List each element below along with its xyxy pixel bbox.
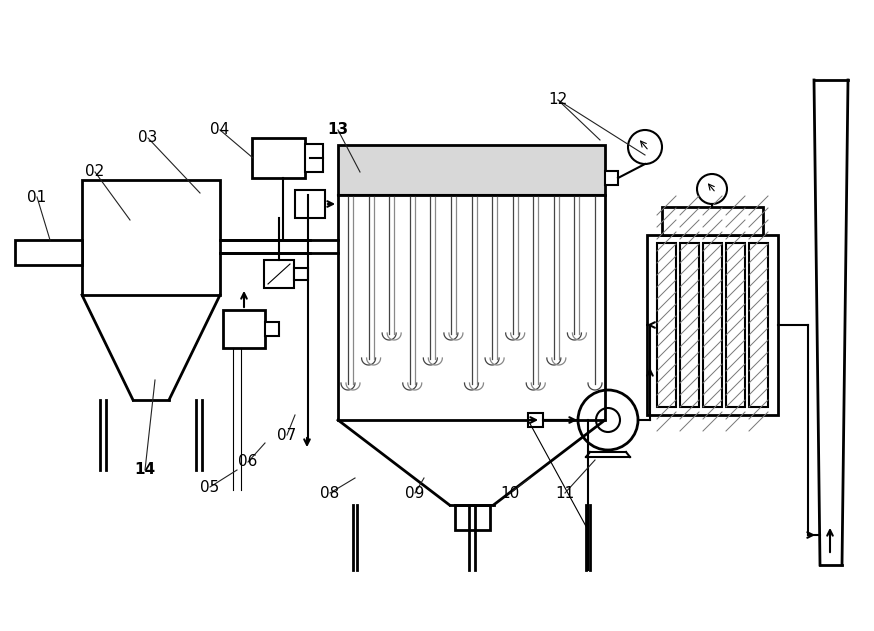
Text: 03: 03 <box>138 131 157 146</box>
Text: 09: 09 <box>406 485 425 500</box>
Text: 06: 06 <box>239 454 258 469</box>
Bar <box>703 243 722 407</box>
Text: 12: 12 <box>548 93 567 107</box>
Bar <box>223 310 265 348</box>
Bar <box>264 260 294 288</box>
Bar <box>338 145 605 195</box>
Text: 11: 11 <box>555 485 574 500</box>
Text: 01: 01 <box>27 189 46 204</box>
Text: 07: 07 <box>277 427 296 442</box>
Text: 13: 13 <box>328 122 349 138</box>
Bar <box>454 505 489 530</box>
Bar <box>15 240 82 265</box>
Bar <box>294 268 308 280</box>
Bar <box>305 144 323 172</box>
Text: 04: 04 <box>211 122 230 138</box>
Bar <box>605 171 618 185</box>
Bar <box>657 243 676 407</box>
Bar <box>252 138 305 178</box>
Text: 14: 14 <box>135 463 156 478</box>
Bar <box>662 207 763 235</box>
Bar <box>265 322 279 336</box>
Bar <box>680 243 699 407</box>
Bar <box>295 190 325 218</box>
Bar <box>647 235 778 415</box>
Text: 05: 05 <box>200 480 219 495</box>
Bar <box>528 413 543 427</box>
Bar <box>726 243 745 407</box>
Text: 08: 08 <box>321 485 340 500</box>
Text: 10: 10 <box>501 485 520 500</box>
Bar <box>749 243 768 407</box>
Bar <box>338 195 605 420</box>
Text: 02: 02 <box>86 165 105 179</box>
Bar <box>82 180 220 295</box>
